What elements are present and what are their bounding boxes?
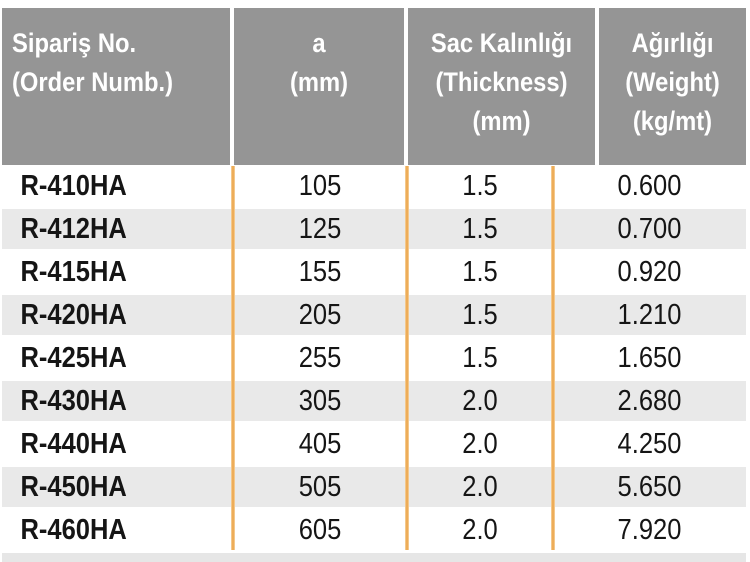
weight-cell: 0.700 (617, 212, 682, 245)
weight-cell: 7.920 (617, 513, 682, 546)
table-row: R-410HA 105 1.5 0.600 (2, 166, 746, 206)
weight-cell: 5.650 (617, 470, 682, 503)
thickness-cell: 2.0 (462, 384, 498, 417)
weight-cell: 1.210 (617, 298, 682, 331)
header-line: Sipariş No. (12, 28, 137, 58)
header-order-number: Sipariş No. (Order Numb.) (2, 8, 230, 165)
order-no-cell: R-410HA (20, 169, 127, 202)
table-row: R-420HA 205 1.5 1.210 (2, 292, 746, 338)
order-no-cell: R-460HA (20, 513, 127, 546)
a-mm-cell: 205 (298, 298, 342, 331)
header-line: (mm) (472, 106, 531, 136)
column-separator (551, 166, 555, 562)
thickness-cell: 1.5 (462, 298, 498, 331)
header-line: (Weight) (625, 67, 720, 97)
a-mm-cell: 125 (298, 212, 342, 245)
thickness-cell: 1.5 (462, 255, 498, 288)
a-mm-cell: 605 (298, 513, 342, 546)
thickness-cell: 2.0 (462, 470, 498, 503)
weight-cell: 1.650 (617, 341, 682, 374)
weight-cell: 0.920 (617, 255, 682, 288)
header-line: a (312, 28, 326, 58)
header-thickness: Sac Kalınlığı (Thickness) (mm) (408, 8, 595, 165)
header-a-mm: a (mm) (234, 8, 404, 165)
table-body: R-410HA 105 1.5 0.600 R-412HA 125 1.5 0.… (2, 166, 746, 550)
a-mm-cell: 105 (298, 169, 342, 202)
thickness-cell: 1.5 (462, 341, 498, 374)
header-line: (mm) (289, 67, 349, 97)
order-no-cell: R-440HA (20, 427, 127, 460)
bottom-partial-stripe (2, 550, 746, 562)
header-weight: Ağırlığı (Weight) (kg/mt) (599, 8, 746, 165)
table-row: R-450HA 505 2.0 5.650 (2, 464, 746, 510)
table-row: R-460HA 605 2.0 7.920 (2, 510, 746, 550)
table-row: R-440HA 405 2.0 4.250 (2, 424, 746, 464)
order-no-cell: R-420HA (20, 298, 127, 331)
thickness-cell: 2.0 (462, 427, 498, 460)
a-mm-cell: 155 (298, 255, 342, 288)
table-row: R-425HA 255 1.5 1.650 (2, 338, 746, 378)
column-separator (405, 166, 409, 562)
weight-cell: 4.250 (617, 427, 682, 460)
table-row: R-430HA 305 2.0 2.680 (2, 378, 746, 424)
column-separator (231, 166, 235, 562)
header-line: (Order Numb.) (12, 67, 174, 97)
header-line: (kg/mt) (632, 106, 713, 136)
order-no-cell: R-450HA (20, 470, 127, 503)
a-mm-cell: 305 (298, 384, 342, 417)
a-mm-cell: 505 (298, 470, 342, 503)
header-line: (Thickness) (435, 67, 568, 97)
order-no-cell: R-415HA (20, 255, 127, 288)
order-no-cell: R-412HA (20, 212, 127, 245)
table-row: R-415HA 155 1.5 0.920 (2, 252, 746, 292)
order-no-cell: R-425HA (20, 341, 127, 374)
table-row: R-412HA 125 1.5 0.700 (2, 206, 746, 252)
weight-cell: 0.600 (617, 169, 682, 202)
header-line: Ağırlığı (631, 28, 714, 58)
thickness-cell: 2.0 (462, 513, 498, 546)
thickness-cell: 1.5 (462, 212, 498, 245)
a-mm-cell: 255 (298, 341, 342, 374)
header-line: Sac Kalınlığı (430, 28, 573, 58)
weight-cell: 2.680 (617, 384, 682, 417)
order-no-cell: R-430HA (20, 384, 127, 417)
a-mm-cell: 405 (298, 427, 342, 460)
thickness-cell: 1.5 (462, 169, 498, 202)
